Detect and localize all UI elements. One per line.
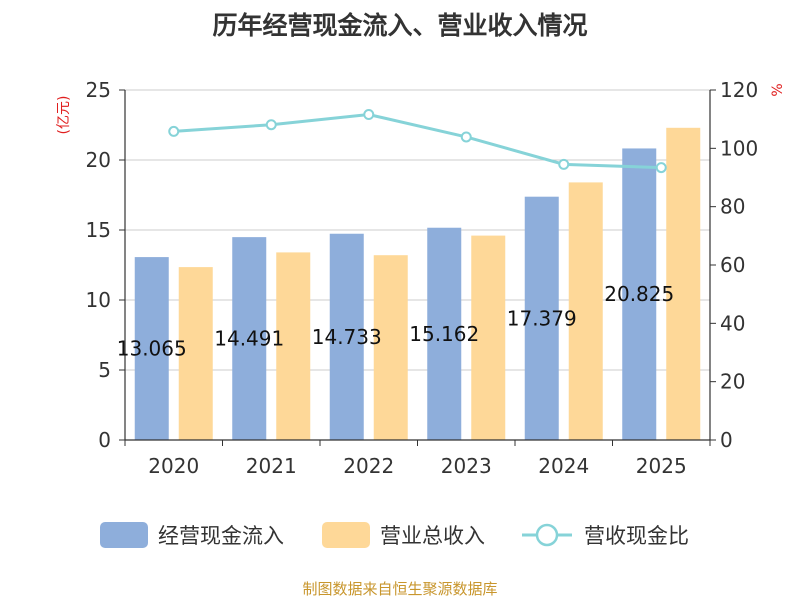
right-tick-label: 0: [720, 428, 733, 452]
data-label: 13.065: [117, 337, 187, 361]
legend-label-revenue: 营业总收入: [380, 524, 485, 548]
left-tick-label: 0: [98, 428, 111, 452]
legend-label-cash-inflow: 经营现金流入: [158, 524, 284, 548]
left-tick-label: 10: [86, 288, 111, 312]
left-tick-label: 15: [86, 218, 111, 242]
x-tick-label: 2022: [343, 454, 394, 478]
bar-revenue: [276, 252, 311, 440]
right-tick-label: 40: [720, 311, 745, 335]
legend-swatch-revenue: [322, 522, 370, 548]
right-tick-label: 20: [720, 370, 745, 394]
legend-label-ratio: 营收现金比: [584, 524, 689, 548]
bar-cash-inflow: [134, 257, 169, 440]
bar-revenue: [666, 127, 701, 441]
x-tick-label: 2021: [246, 454, 297, 478]
bars: [134, 127, 701, 441]
legend: 经营现金流入 营业总收入 营收现金比: [100, 522, 689, 548]
right-tick-label: 120: [720, 78, 758, 102]
right-axis-unit: %: [770, 83, 786, 96]
ratio-point: [558, 158, 570, 170]
bar-revenue: [373, 255, 408, 440]
data-label: 14.733: [312, 325, 382, 349]
bar-cash-inflow: [622, 148, 657, 440]
bar-cash-inflow: [232, 237, 267, 440]
ratio-point: [363, 109, 375, 120]
data-label: 17.379: [507, 306, 577, 330]
right-tick-label: 60: [720, 253, 745, 277]
ratio-point: [460, 131, 472, 143]
right-tick-label: 80: [720, 195, 745, 219]
legend-swatch-ratio-marker: [535, 523, 559, 547]
bar-revenue: [471, 235, 506, 440]
ratio-line-path: [173, 112, 662, 170]
grid-lines: [125, 89, 710, 371]
x-tick-label: 2020: [148, 454, 199, 478]
data-label: 20.825: [604, 282, 674, 306]
ratio-point: [265, 119, 277, 131]
left-tick-label: 20: [86, 148, 111, 172]
legend-swatch-cash-inflow: [100, 522, 148, 548]
left-tick-label: 25: [86, 78, 111, 102]
x-tick-label: 2025: [636, 454, 687, 478]
ratio-line: [168, 109, 667, 174]
ratio-point: [655, 162, 667, 174]
chart-title: 历年经营现金流入、营业收入情况: [212, 11, 588, 40]
data-label: 15.162: [409, 322, 479, 346]
bar-revenue: [568, 182, 603, 440]
bar-cash-inflow: [329, 233, 364, 440]
data-labels: 13.065 14.491 14.733 15.162 17.379 20.825: [117, 282, 674, 360]
bar-revenue: [178, 267, 213, 440]
bar-cash-inflow: [427, 227, 462, 440]
left-axis-unit: (亿元): [56, 96, 72, 135]
right-tick-label: 100: [720, 136, 758, 160]
source-note: 制图数据来自恒生聚源数据库: [302, 580, 498, 598]
x-tick-label: 2024: [538, 454, 589, 478]
x-tick-label: 2023: [441, 454, 492, 478]
ratio-point: [168, 125, 180, 137]
left-tick-label: 5: [98, 358, 111, 382]
bar-cash-inflow: [524, 196, 559, 440]
data-label: 14.491: [214, 327, 284, 351]
